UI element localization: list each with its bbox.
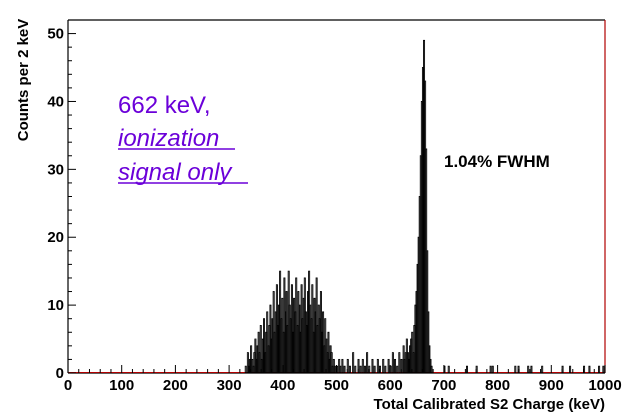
histogram-bin: [357, 358, 360, 374]
histogram-bin: [447, 365, 450, 374]
x-tick-label: 700: [431, 377, 456, 394]
x-tick-label: 0: [64, 377, 72, 394]
histogram-bin: [491, 365, 494, 374]
y-tick-label: 0: [56, 365, 64, 382]
histogram-bin: [330, 352, 333, 374]
annotation-signal-only: signal only: [118, 159, 233, 186]
histogram-bin: [259, 325, 262, 374]
annotation-energy: 662 keV,: [118, 92, 211, 119]
histogram-bin: [517, 365, 520, 374]
histogram-bin: [359, 365, 362, 374]
annotation-ionization: ionization: [118, 125, 219, 152]
histogram-bin: [527, 365, 530, 374]
x-tick-label: 1000: [588, 377, 621, 394]
x-tick-label: 500: [324, 377, 349, 394]
y-axis-title: Counts per 2 keV: [15, 19, 32, 142]
histogram-bin: [569, 365, 572, 374]
x-tick-label: 900: [539, 377, 564, 394]
x-tick-label: 400: [270, 377, 295, 394]
histogram-bin: [602, 365, 605, 374]
histogram-bin: [598, 365, 601, 374]
histogram-bin: [583, 365, 586, 374]
histogram-bin: [475, 365, 478, 374]
histogram-bin: [366, 352, 369, 374]
histogram-bin: [427, 311, 430, 374]
histogram-bin: [348, 365, 351, 374]
x-tick-label: 600: [378, 377, 403, 394]
histogram-bin: [246, 352, 249, 374]
histogram-bin: [368, 365, 371, 374]
histogram-bin: [346, 358, 349, 374]
y-tick-label: 20: [47, 229, 64, 246]
x-tick-label: 100: [109, 377, 134, 394]
histogram-bin: [373, 365, 376, 374]
histogram-bin: [354, 365, 357, 374]
histogram-bin: [489, 365, 492, 374]
histogram-bin: [382, 358, 385, 374]
histogram-bin: [379, 365, 381, 374]
histogram-bin: [266, 311, 269, 374]
histogram-bin: [541, 365, 544, 374]
histogram-bin: [530, 365, 533, 374]
histogram-bin: [376, 358, 379, 374]
y-tick-label: 10: [47, 297, 64, 314]
x-tick-label: 200: [163, 377, 188, 394]
histogram-bin: [387, 358, 390, 374]
histogram-bin: [384, 365, 387, 374]
histogram-bin: [391, 352, 394, 374]
histogram-bin: [361, 358, 364, 374]
histogram-bin: [254, 338, 257, 374]
y-tick-label: 50: [47, 26, 64, 43]
histogram-series: [244, 39, 605, 374]
axes: [67, 19, 606, 374]
x-tick-label: 800: [485, 377, 510, 394]
histogram-bin: [343, 365, 346, 374]
histogram-bin: [443, 365, 446, 374]
histogram-bin: [352, 352, 355, 374]
y-tick-label: 30: [47, 161, 64, 178]
histogram-bin: [371, 358, 374, 374]
x-tick-label: 300: [217, 377, 242, 394]
histogram-bin: [322, 311, 325, 374]
y-tick-label: 40: [47, 93, 64, 110]
histogram-bin: [290, 284, 293, 374]
histogram-bin: [311, 284, 314, 374]
x-axis-title: Total Calibrated S2 Charge (keV): [374, 396, 605, 413]
histogram-bin: [336, 365, 339, 374]
histogram-bin: [339, 365, 342, 374]
histogram-bin: [400, 358, 403, 374]
histogram-bin: [398, 352, 401, 374]
ticks: [67, 19, 606, 374]
histogram-bin: [466, 365, 468, 374]
histogram-bin: [514, 365, 517, 374]
tick-labels: 0 100 200 300 400 500 600 700 800 900 1000 0 10 20 30 4…: [47, 26, 621, 394]
annotation-fwhm: 1.04% FWHM: [444, 152, 550, 171]
histogram-bin: [389, 365, 392, 374]
histogram-bin: [333, 365, 336, 374]
histogram-bin: [244, 365, 247, 374]
histogram-bin: [363, 365, 366, 374]
histogram-bin: [394, 358, 397, 374]
histogram-bin: [327, 331, 330, 374]
annotation-text: 662 keV, ionization signal only 1.04% FW…: [118, 92, 550, 186]
histogram-bin: [396, 365, 399, 374]
histogram-bin: [561, 365, 564, 374]
histogram-bin: [430, 365, 433, 374]
histogram-bin: [263, 318, 265, 374]
histogram-bin: [588, 365, 591, 374]
histogram-bin: [341, 358, 344, 374]
